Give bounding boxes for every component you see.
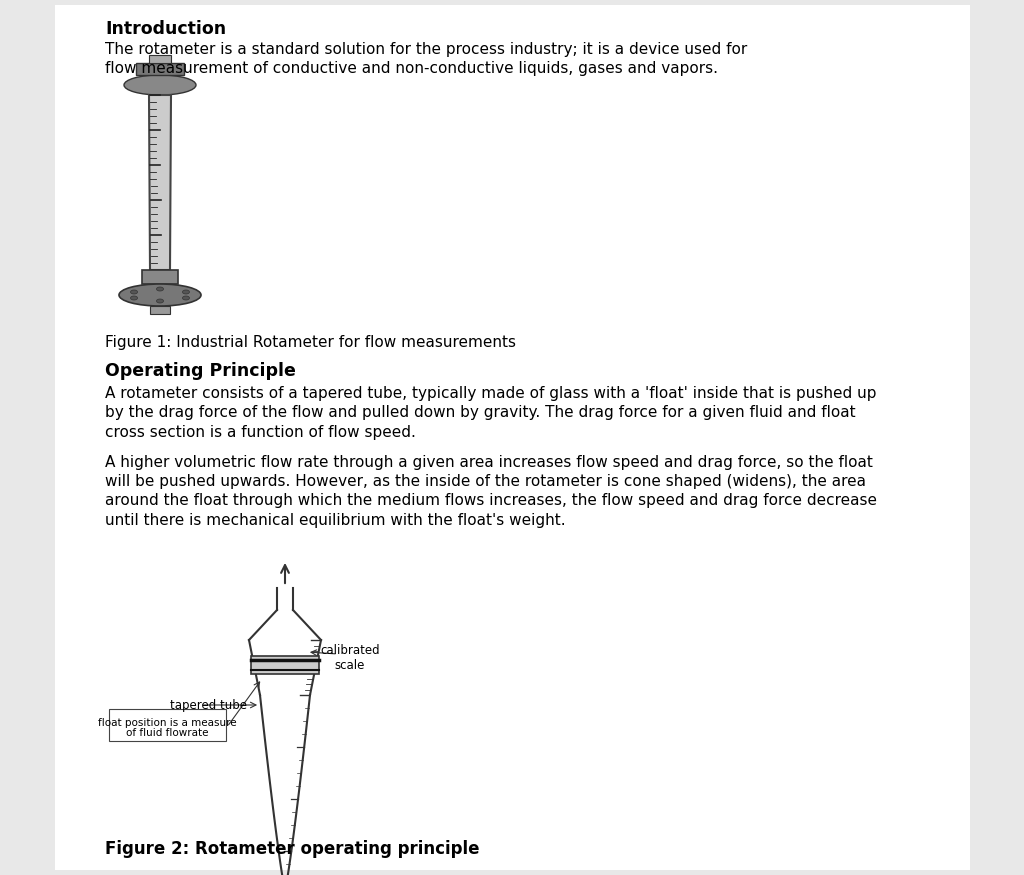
Text: Figure 1: Industrial Rotameter for flow measurements: Figure 1: Industrial Rotameter for flow …: [105, 335, 516, 350]
Ellipse shape: [182, 296, 189, 300]
Ellipse shape: [119, 284, 201, 306]
Ellipse shape: [157, 287, 164, 291]
Bar: [150, 55, 171, 63]
Text: by the drag force of the flow and pulled down by gravity. The drag force for a g: by the drag force of the flow and pulled…: [105, 405, 856, 421]
Bar: [136, 63, 184, 75]
Text: will be pushed upwards. However, as the inside of the rotameter is cone shaped (: will be pushed upwards. However, as the …: [105, 474, 866, 489]
Text: Operating Principle: Operating Principle: [105, 362, 296, 380]
Text: flow measurement of conductive and non-conductive liquids, gases and vapors.: flow measurement of conductive and non-c…: [105, 61, 718, 76]
Ellipse shape: [130, 296, 137, 300]
Text: Introduction: Introduction: [105, 20, 226, 38]
Ellipse shape: [182, 290, 189, 294]
Text: A rotameter consists of a tapered tube, typically made of glass with a 'float' i: A rotameter consists of a tapered tube, …: [105, 386, 877, 401]
Ellipse shape: [124, 75, 196, 95]
Text: of fluid flowrate: of fluid flowrate: [126, 728, 209, 738]
Text: cross section is a function of flow speed.: cross section is a function of flow spee…: [105, 425, 416, 440]
Bar: [251, 655, 319, 674]
Text: The rotameter is a standard solution for the process industry; it is a device us: The rotameter is a standard solution for…: [105, 42, 748, 57]
Ellipse shape: [130, 290, 137, 294]
Bar: [150, 306, 170, 314]
Polygon shape: [150, 95, 171, 270]
Text: until there is mechanical equilibrium with the float's weight.: until there is mechanical equilibrium wi…: [105, 513, 565, 528]
Text: float position is a measure: float position is a measure: [98, 718, 237, 728]
Text: Figure 2: Rotameter operating principle: Figure 2: Rotameter operating principle: [105, 840, 479, 858]
Bar: [142, 270, 178, 284]
Ellipse shape: [157, 299, 164, 303]
Text: around the float through which the medium flows increases, the flow speed and dr: around the float through which the mediu…: [105, 493, 877, 508]
Text: calibrated
scale: calibrated scale: [321, 644, 380, 672]
Text: A higher volumetric flow rate through a given area increases flow speed and drag: A higher volumetric flow rate through a …: [105, 454, 872, 470]
FancyBboxPatch shape: [109, 709, 226, 741]
Text: tapered tube: tapered tube: [170, 698, 247, 711]
Bar: [55, 5, 970, 870]
